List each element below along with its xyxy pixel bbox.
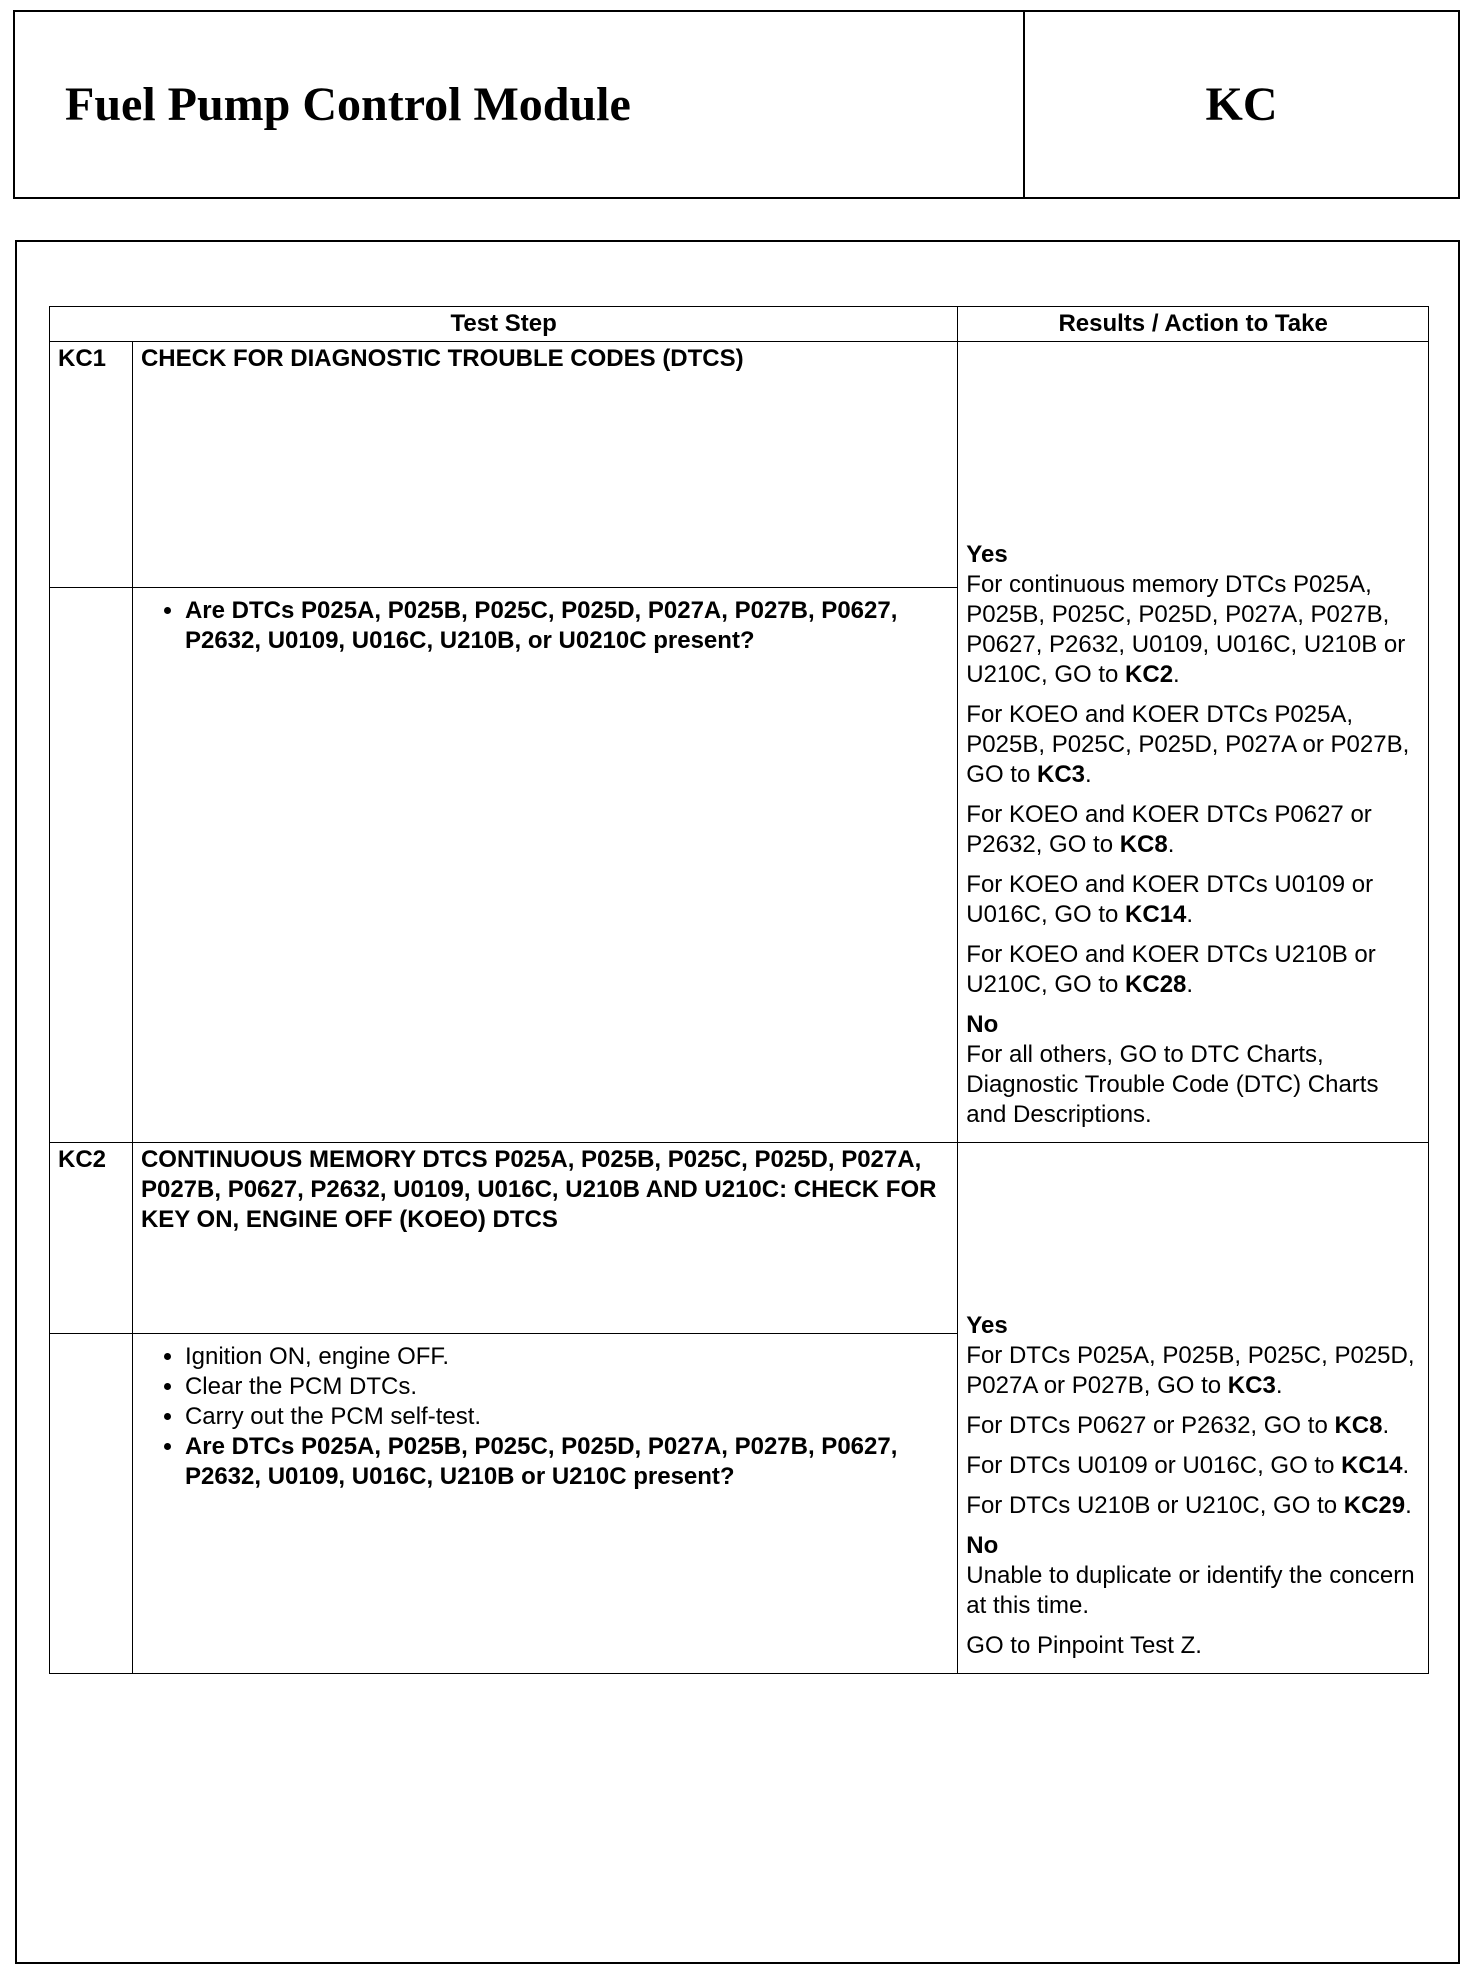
step-title-row: KC2 CONTINUOUS MEMORY DTCS P025A, P025B, … (49, 1141, 1429, 1674)
bullet-list: Are DTCs P025A, P025B, P025C, P025D, P02… (141, 596, 949, 656)
result-text: For all others, GO to DTC Charts, Diagno… (966, 1041, 1379, 1128)
spacer (966, 1145, 1420, 1311)
result-ref: KC28 (1125, 971, 1187, 998)
result-label: No (966, 1532, 999, 1559)
action: Clear the PCM DTCs. (185, 1372, 949, 1402)
step-body-row: Are DTCs P025A, P025B, P025C, P025D, P02… (49, 586, 1429, 1144)
result-label: Yes (966, 541, 1008, 568)
result-ref: KC2 (1125, 661, 1174, 688)
result-item: Yes For continuous memory DTCs P025A, P02… (966, 540, 1420, 690)
result-text: For KOEO and KOER DTCs U210B or U210C, G… (966, 941, 1376, 998)
result-text: GO to Pinpoint Test Z. (966, 1632, 1202, 1659)
bullet-list: Ignition ON, engine OFF.Clear the PCM DT… (141, 1342, 949, 1492)
blank-cell (49, 586, 133, 1144)
results: Yes For continuous memory DTCs P025A, P02… (957, 341, 1429, 1143)
blank-cell (49, 1333, 133, 1674)
code: KC (1205, 78, 1278, 131)
result-item: No Unable to duplicate or identify the co… (966, 1531, 1420, 1621)
result-text: For DTCs P025A, P025B, P025C, P025D, P02… (966, 1342, 1415, 1399)
step-id: KC2 (49, 1141, 133, 1335)
result-tail: . (1167, 831, 1175, 858)
spacer (966, 344, 1420, 540)
result-item: For DTCs U0109 or U016C, GO to KC14. (966, 1451, 1420, 1481)
step-body: Ignition ON, engine OFF.Clear the PCM DT… (131, 1333, 959, 1674)
result-ref: KC3 (1227, 1372, 1276, 1399)
result-item: For DTCs U210B or U210C, GO to KC29. (966, 1491, 1420, 1521)
result-item: For DTCs P0627 or P2632, GO to KC8. (966, 1411, 1420, 1441)
result-text: For DTCs P0627 or P2632, GO to (966, 1412, 1335, 1439)
step-title: CHECK FOR DIAGNOSTIC TROUBLE CODES (DTCS… (131, 341, 959, 588)
result-item: For KOEO and KOER DTCs P0627 or P2632, G… (966, 800, 1420, 860)
result-ref: KC14 (1341, 1452, 1403, 1479)
result-item: For KOEO and KOER DTCs U0109 or U016C, G… (966, 870, 1420, 930)
header-row: Test Step Results / Action to Take (48, 306, 1429, 342)
result-item: GO to Pinpoint Test Z. (966, 1631, 1420, 1661)
column-header: Results / Action to Take (957, 306, 1429, 342)
step-title-row: KC1 CHECK FOR DIAGNOSTIC TROUBLE CODES (D… (49, 341, 1429, 1143)
result-item: Yes For DTCs P025A, P025B, P025C, P025D, … (966, 1311, 1420, 1401)
result-tail: . (1405, 1492, 1412, 1519)
step-title: CONTINUOUS MEMORY DTCS P025A, P025B, P02… (131, 1141, 959, 1335)
result-text: For DTCs U0109 or U016C, GO to (966, 1452, 1342, 1479)
result-ref: KC8 (1334, 1412, 1383, 1439)
step-id: KC1 (49, 341, 133, 588)
step-body: Are DTCs P025A, P025B, P025C, P025D, P02… (131, 586, 959, 1144)
result-text: For continuous memory DTCs P025A, P025B,… (966, 571, 1406, 688)
test-table: Test Step Results / Action to Take KC1 CH… (48, 306, 1429, 1674)
action: Ignition ON, engine OFF. (185, 1342, 949, 1372)
result-text: For KOEO and KOER DTCs U0109 or U016C, G… (966, 871, 1374, 928)
result-item: For KOEO and KOER DTCs U210B or U210C, G… (966, 940, 1420, 1000)
header: Fuel Pump Control Module KC (13, 10, 1460, 199)
table-body: KC1 CHECK FOR DIAGNOSTIC TROUBLE CODES (D… (49, 341, 1429, 1674)
question: Are DTCs P025A, P025B, P025C, P025D, P02… (185, 1432, 949, 1492)
action: Carry out the PCM self-test. (185, 1402, 949, 1432)
results: Yes For DTCs P025A, P025B, P025C, P025D, … (957, 1142, 1429, 1674)
result-ref: KC14 (1125, 901, 1187, 928)
result-item: For KOEO and KOER DTCs P025A, P025B, P02… (966, 700, 1420, 790)
result-ref: KC3 (1036, 761, 1085, 788)
title: Fuel Pump Control Module (15, 12, 1025, 197)
result-tail: . (1275, 1372, 1283, 1399)
result-ref: KC8 (1119, 831, 1168, 858)
result-text: Unable to duplicate or identify the conc… (966, 1562, 1415, 1619)
result-ref: KC29 (1343, 1492, 1406, 1519)
column-header: Test Step (48, 306, 959, 342)
result-tail: . (1382, 1412, 1390, 1439)
question: Are DTCs P025A, P025B, P025C, P025D, P02… (185, 596, 949, 656)
content-frame: Test Step Results / Action to Take KC1 CH… (15, 240, 1460, 1964)
result-tail: . (1186, 971, 1194, 998)
step-body-row: Ignition ON, engine OFF.Clear the PCM DT… (49, 1333, 1429, 1674)
result-item: No For all others, GO to DTC Charts, Diag… (966, 1010, 1420, 1130)
result-text: For KOEO and KOER DTCs P0627 or P2632, G… (966, 801, 1372, 858)
result-text: For DTCs U210B or U210C, GO to (966, 1492, 1344, 1519)
result-tail: . (1402, 1452, 1410, 1479)
result-text: For KOEO and KOER DTCs P025A, P025B, P02… (966, 701, 1410, 788)
result-tail: . (1186, 901, 1194, 928)
result-label: No (966, 1011, 999, 1038)
result-tail: . (1085, 761, 1092, 788)
result-label: Yes (966, 1312, 1008, 1339)
result-tail: . (1173, 661, 1180, 688)
